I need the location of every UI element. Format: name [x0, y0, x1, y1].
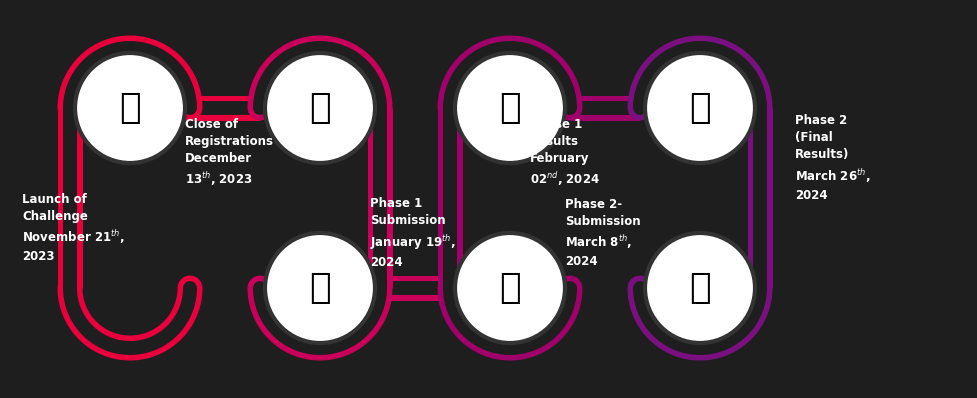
Circle shape: [455, 233, 565, 343]
Text: Phase 2-
Submission
March 8$^{th}$,
2024: Phase 2- Submission March 8$^{th}$, 2024: [565, 198, 641, 268]
Text: 📋: 📋: [309, 91, 331, 125]
Text: 🔒: 🔒: [309, 271, 331, 305]
Text: Phase 1
Results
February
02$^{nd}$, 2024: Phase 1 Results February 02$^{nd}$, 2024: [530, 118, 600, 188]
Text: 💻: 💻: [119, 91, 141, 125]
Text: 📄: 📄: [499, 91, 521, 125]
Circle shape: [455, 53, 565, 163]
Text: Launch of
Challenge
November 21$^{th}$,
2023: Launch of Challenge November 21$^{th}$, …: [22, 193, 125, 263]
Circle shape: [265, 53, 375, 163]
Text: Phase 1
Submission
January 19$^{th}$,
2024: Phase 1 Submission January 19$^{th}$, 20…: [370, 197, 456, 269]
Text: 🏆: 🏆: [689, 271, 711, 305]
Text: 📜: 📜: [689, 91, 711, 125]
Circle shape: [645, 53, 755, 163]
Text: Close of
Registrations
December
13$^{th}$, 2023: Close of Registrations December 13$^{th}…: [185, 118, 274, 188]
Circle shape: [645, 233, 755, 343]
Circle shape: [265, 233, 375, 343]
Text: Phase 2
(Final
Results)
March 26$^{th}$,
2024: Phase 2 (Final Results) March 26$^{th}$,…: [795, 114, 871, 202]
Circle shape: [75, 53, 185, 163]
Text: 👥: 👥: [499, 271, 521, 305]
